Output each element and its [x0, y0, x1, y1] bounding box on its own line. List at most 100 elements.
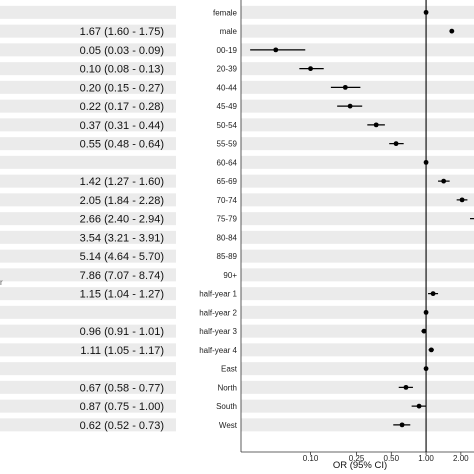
ci-row-band: [0, 343, 176, 357]
point-estimate: [347, 103, 353, 109]
ci-text: 5.14 (4.64 - 5.70): [80, 251, 164, 263]
plot-row-band: [241, 362, 474, 376]
ci-row-band: [0, 5, 176, 19]
ci-text: 0.05 (0.03 - 0.09): [80, 45, 164, 57]
plot-row-band: [241, 380, 474, 394]
plot-row-band: [241, 230, 474, 244]
x-tick-label: 0.50: [384, 454, 400, 463]
row-label: 80-84: [217, 233, 238, 242]
row-label: East: [221, 365, 238, 374]
plot-row-band: [241, 193, 474, 207]
ci-text: 0.37 (0.31 - 0.44): [80, 120, 164, 132]
row-label: West: [219, 421, 238, 430]
ci-text: 0.20 (0.15 - 0.27): [80, 82, 164, 94]
ci-row-band: [0, 80, 176, 94]
ci-text-column: 1.67 (1.60 - 1.75) 0.05 (0.03 - 0.09) 0.10…: [80, 26, 164, 432]
ci-row-band: [0, 305, 176, 319]
row-label: 75-79: [217, 215, 238, 224]
x-tick-label: 2.00: [453, 454, 469, 463]
point-estimate: [273, 47, 279, 53]
plot-row-band: [241, 418, 474, 432]
point-estimate: [342, 84, 348, 90]
row-label: 50-54: [217, 121, 238, 130]
left-edge-mark: r: [0, 278, 3, 287]
ci-row-band: [0, 62, 176, 76]
row-label: male: [220, 27, 238, 36]
point-estimate: [423, 159, 429, 165]
ci-row-band: [0, 362, 176, 376]
plot-row-band: [241, 212, 474, 226]
row-label-column: female male 00-19 20-39 40-44 45-49 50-54 55-59…: [199, 8, 238, 430]
row-label: half-year 1: [199, 290, 237, 299]
point-estimate: [308, 66, 313, 72]
row-label: 60-64: [217, 158, 238, 167]
ci-row-band: [0, 174, 176, 188]
ci-text: 0.22 (0.17 - 0.28): [80, 101, 164, 113]
x-tick-label: 1.00: [418, 454, 434, 463]
point-estimate: [416, 403, 422, 409]
point-estimate: [399, 422, 405, 428]
point-estimate: [423, 366, 429, 372]
point-estimate: [441, 178, 447, 184]
point-estimate: [403, 384, 409, 390]
plot-panel: 0.10 0.25 0.50 1.00 2.00: [240, 0, 474, 463]
plot-row-band: [241, 324, 474, 338]
plot-row-band: [241, 43, 474, 57]
plot-row-band: [241, 249, 474, 263]
row-label: North: [217, 383, 237, 392]
point-estimate: [423, 9, 429, 15]
ci-text: 0.62 (0.52 - 0.73): [80, 420, 164, 432]
point-estimate: [373, 122, 379, 128]
ci-row-band: [0, 418, 176, 432]
x-axis-title: OR (95% CI): [333, 460, 387, 471]
row-label: 00-19: [217, 46, 238, 55]
ci-row-band: [0, 268, 176, 282]
row-label: 90+: [223, 271, 237, 280]
ci-text: 1.11 (1.05 - 1.17): [80, 345, 164, 357]
row-label: half-year 3: [199, 327, 237, 336]
point-estimate: [449, 28, 455, 34]
ci-text: 0.67 (0.58 - 0.77): [80, 382, 164, 394]
row-label: half-year 4: [199, 346, 237, 355]
ci-text: 2.05 (1.84 - 2.28): [80, 195, 164, 207]
row-label: 70-74: [217, 196, 238, 205]
point-estimate: [393, 141, 399, 147]
ci-row-band: [0, 137, 176, 151]
ci-text: 0.10 (0.08 - 0.13): [80, 64, 164, 76]
ci-row-band: [0, 399, 176, 413]
plot-row-band: [241, 118, 474, 132]
ci-row-band: [0, 155, 176, 169]
ci-text: 1.67 (1.60 - 1.75): [80, 26, 164, 38]
ci-text: 2.66 (2.40 - 2.94): [80, 214, 164, 226]
point-estimate: [459, 197, 465, 203]
row-label: 40-44: [217, 83, 238, 92]
ci-row-band: [0, 193, 176, 207]
plot-row-band: [241, 137, 474, 151]
row-label: 65-69: [217, 177, 238, 186]
row-label: female: [213, 8, 238, 17]
point-estimate: [421, 328, 427, 334]
plot-row-band: [241, 287, 474, 301]
ci-row-band: [0, 230, 176, 244]
ci-text: 0.96 (0.91 - 1.01): [80, 326, 164, 338]
plot-row-band: [241, 268, 474, 282]
ci-row-band: [0, 324, 176, 338]
plot-row-band: [241, 62, 474, 76]
row-label: 45-49: [217, 102, 238, 111]
ci-row-band: [0, 287, 176, 301]
plot-row-band: [241, 24, 474, 38]
row-label: South: [216, 402, 237, 411]
point-estimate: [423, 309, 429, 315]
x-tick-label: 0.10: [303, 454, 319, 463]
ci-text: 1.15 (1.04 - 1.27): [80, 289, 164, 301]
ci-text: 3.54 (3.21 - 3.91): [80, 232, 164, 244]
point-estimate: [428, 347, 434, 353]
plot-row-band: [241, 399, 474, 413]
ci-row-band: [0, 24, 176, 38]
estimate-marks: [250, 9, 474, 428]
row-label: half-year 2: [199, 308, 237, 317]
ci-row-band: [0, 99, 176, 113]
ci-row-band: [0, 380, 176, 394]
row-label: 55-59: [217, 140, 238, 149]
